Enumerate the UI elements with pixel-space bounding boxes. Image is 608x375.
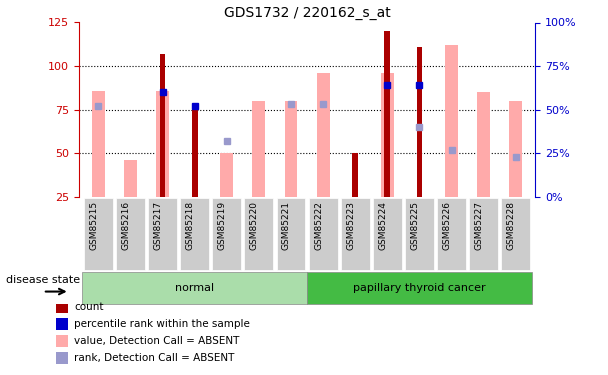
Bar [252,101,265,197]
Text: GSM85216: GSM85216 [122,201,131,250]
Bar [56,301,68,313]
Bar [445,45,458,197]
Text: percentile rank within the sample: percentile rank within the sample [74,319,250,329]
FancyBboxPatch shape [180,198,209,270]
Bar [220,153,233,197]
FancyBboxPatch shape [148,198,177,270]
Text: GSM85218: GSM85218 [185,201,195,250]
FancyBboxPatch shape [116,198,145,270]
Bar [381,73,394,197]
Text: GSM85224: GSM85224 [378,201,387,249]
FancyBboxPatch shape [469,198,498,270]
Bar [384,31,390,197]
Bar [124,160,137,197]
Text: GSM85217: GSM85217 [154,201,162,250]
Text: disease state: disease state [6,275,80,285]
Text: normal: normal [175,283,214,293]
Text: GSM85215: GSM85215 [89,201,98,250]
Text: value, Detection Call = ABSENT: value, Detection Call = ABSENT [74,336,240,346]
Bar [416,47,423,197]
Bar [192,108,198,197]
Text: GSM85223: GSM85223 [346,201,355,250]
Bar [56,352,68,364]
Text: rank, Detection Call = ABSENT: rank, Detection Call = ABSENT [74,353,235,363]
FancyBboxPatch shape [309,198,337,270]
Bar [285,101,297,197]
FancyBboxPatch shape [405,198,434,270]
Text: GSM85227: GSM85227 [475,201,483,250]
FancyBboxPatch shape [340,198,370,270]
FancyBboxPatch shape [502,198,530,270]
FancyBboxPatch shape [277,198,305,270]
Bar [156,90,169,197]
Bar [160,54,165,197]
Text: GSM85220: GSM85220 [250,201,259,250]
Bar [92,90,105,197]
Text: count: count [74,302,104,312]
Bar [510,101,522,197]
Bar [317,73,330,197]
FancyBboxPatch shape [84,198,112,270]
Bar [56,318,68,330]
Text: GSM85222: GSM85222 [314,201,323,249]
Text: GSM85228: GSM85228 [507,201,516,250]
Text: GSM85225: GSM85225 [410,201,420,250]
Title: GDS1732 / 220162_s_at: GDS1732 / 220162_s_at [224,6,390,20]
FancyBboxPatch shape [212,198,241,270]
FancyBboxPatch shape [244,198,274,270]
Bar [56,335,68,347]
Bar [352,153,358,197]
Text: GSM85226: GSM85226 [443,201,452,250]
Text: GSM85219: GSM85219 [218,201,227,250]
FancyBboxPatch shape [437,198,466,270]
FancyBboxPatch shape [373,198,402,270]
FancyBboxPatch shape [82,272,307,304]
Text: GSM85221: GSM85221 [282,201,291,250]
Text: papillary thyroid cancer: papillary thyroid cancer [353,283,486,293]
Bar [477,92,490,197]
FancyBboxPatch shape [307,272,532,304]
